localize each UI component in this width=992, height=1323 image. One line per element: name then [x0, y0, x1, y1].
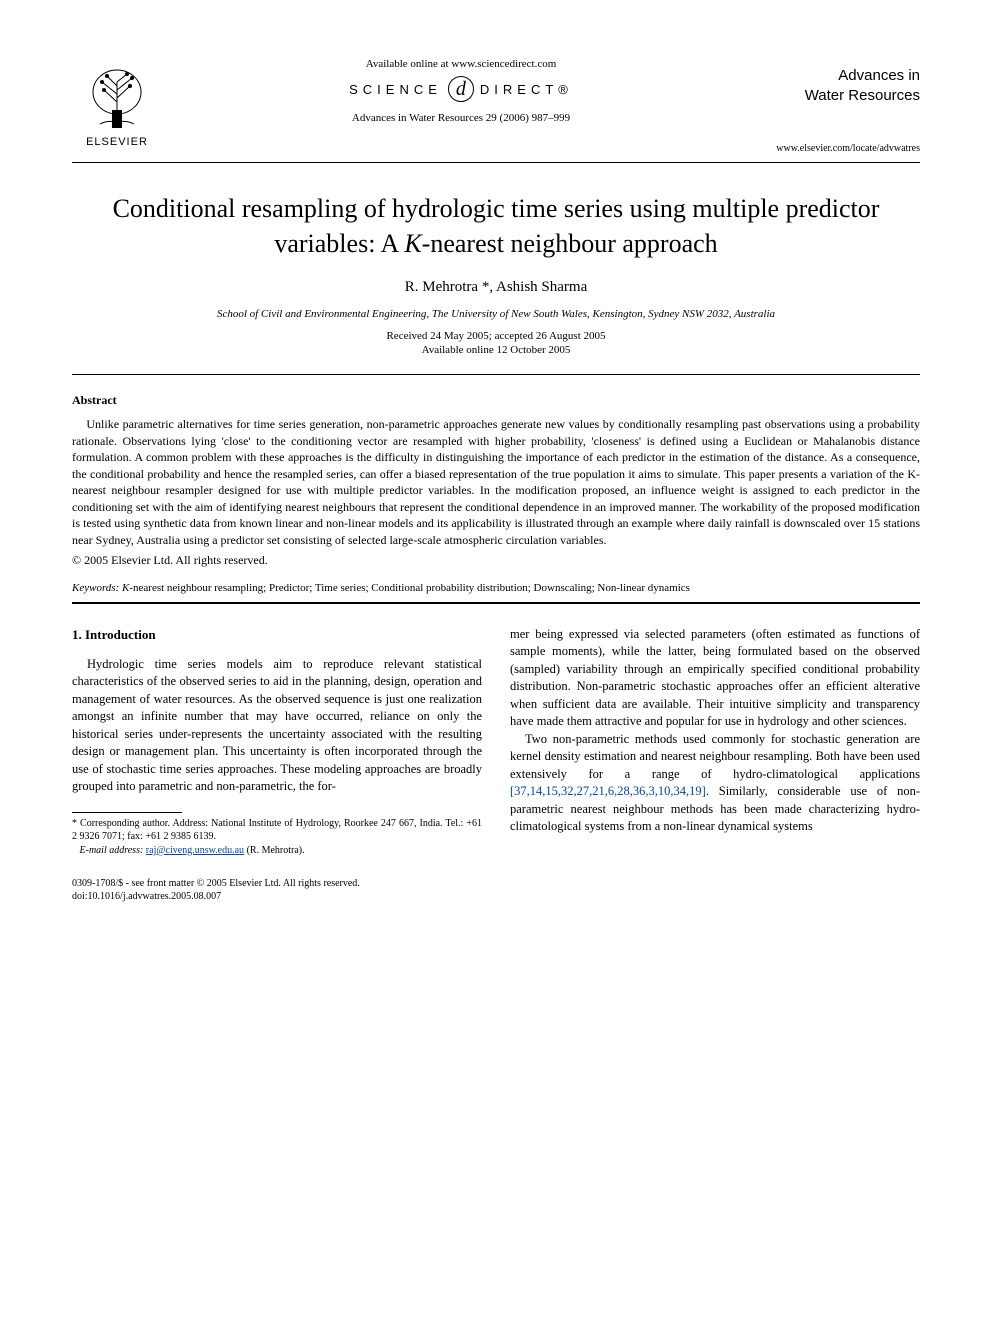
- footnote-body: Corresponding author. Address: National …: [72, 818, 482, 843]
- footnote-email-tail: (R. Mehrotra).: [244, 845, 305, 856]
- journal-url: www.elsevier.com/locate/advwatres: [760, 143, 920, 154]
- col2-p2a: Two non-parametric methods used commonly…: [510, 732, 920, 781]
- publisher-name: ELSEVIER: [86, 136, 148, 148]
- sd-glyph-icon: d: [448, 76, 474, 102]
- sciencedirect-logo: SCIENCE d DIRECT®: [162, 76, 760, 102]
- available-online-text: Available online at www.sciencedirect.co…: [162, 58, 760, 70]
- footnote-marker: *: [72, 818, 77, 829]
- keywords-label: Keywords:: [72, 582, 119, 594]
- col1-para1: Hydrologic time series models aim to rep…: [72, 656, 482, 796]
- issn-line: 0309-1708/$ - see front matter © 2005 El…: [72, 877, 482, 890]
- abstract-body: Unlike parametric alternatives for time …: [72, 416, 920, 548]
- publisher-logo: ELSEVIER: [72, 48, 162, 148]
- authors: R. Mehrotra *, Ashish Sharma: [72, 279, 920, 296]
- keywords-line: Keywords: K-nearest neighbour resampling…: [72, 582, 920, 594]
- body-columns: 1. Introduction Hydrologic time series m…: [72, 626, 920, 904]
- elsevier-tree-icon: [82, 62, 152, 132]
- footnote-rule: [72, 812, 182, 813]
- divider-top: [72, 162, 920, 163]
- affiliation: School of Civil and Environmental Engine…: [72, 308, 920, 320]
- header: ELSEVIER Available online at www.science…: [72, 48, 920, 154]
- article-title: Conditional resampling of hydrologic tim…: [112, 191, 880, 261]
- dates-received: Received 24 May 2005; accepted 26 August…: [72, 330, 920, 342]
- abstract-heading: Abstract: [72, 393, 920, 408]
- section-1-heading: 1. Introduction: [72, 626, 482, 644]
- column-left: 1. Introduction Hydrologic time series m…: [72, 626, 482, 904]
- corresponding-footnote: * Corresponding author. Address: Nationa…: [72, 817, 482, 858]
- sd-left-text: SCIENCE: [349, 82, 442, 97]
- journal-reference: Advances in Water Resources 29 (2006) 98…: [162, 112, 760, 124]
- col2-para1: mer being expressed via selected paramet…: [510, 626, 920, 731]
- doi-line: doi:10.1016/j.advwatres.2005.08.007: [72, 890, 482, 903]
- col2-para2: Two non-parametric methods used commonly…: [510, 731, 920, 836]
- footnote-email-label: E-mail address:: [80, 845, 144, 856]
- front-matter-meta: 0309-1708/$ - see front matter © 2005 El…: [72, 877, 482, 903]
- journal-title-line2: Water Resources: [760, 86, 920, 106]
- journal-title-line1: Advances in: [760, 66, 920, 86]
- keywords-text: K-nearest neighbour resampling; Predicto…: [122, 582, 690, 594]
- journal-block: Advances in Water Resources www.elsevier…: [760, 48, 920, 154]
- footnote-email-link[interactable]: raj@civeng.unsw.edu.au: [146, 845, 244, 856]
- citation-refs[interactable]: [37,14,15,32,27,21,6,28,36,3,10,34,19]: [510, 784, 706, 798]
- divider-post-keywords: [72, 602, 920, 604]
- divider-pre-abstract: [72, 374, 920, 375]
- sd-right-text: DIRECT®: [480, 82, 573, 97]
- abstract-copyright: © 2005 Elsevier Ltd. All rights reserved…: [72, 553, 920, 568]
- dates-online: Available online 12 October 2005: [72, 344, 920, 356]
- column-right: mer being expressed via selected paramet…: [510, 626, 920, 904]
- header-center: Available online at www.sciencedirect.co…: [162, 48, 760, 124]
